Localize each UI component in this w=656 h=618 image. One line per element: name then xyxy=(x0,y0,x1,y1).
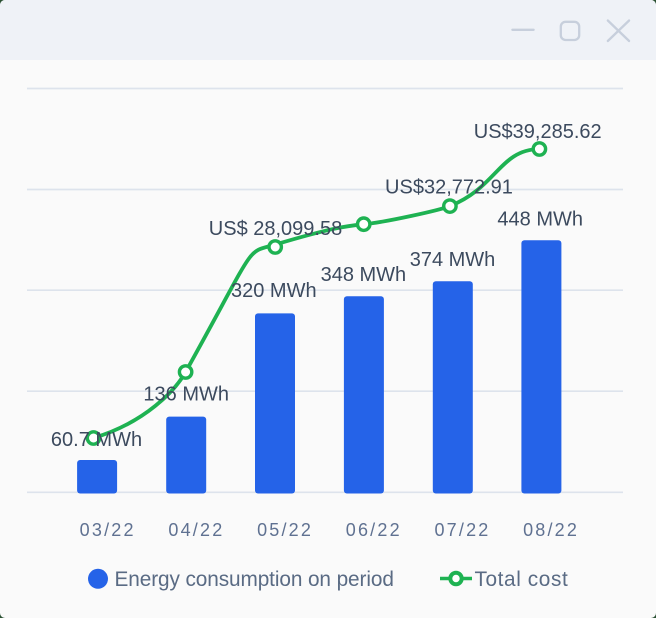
svg-text:US$ 28,099.58: US$ 28,099.58 xyxy=(209,218,342,240)
svg-text:US$32,772.91: US$32,772.91 xyxy=(385,176,513,198)
svg-text:374 MWh: 374 MWh xyxy=(410,249,496,271)
svg-text:04/22: 04/22 xyxy=(168,520,224,540)
svg-text:07/22: 07/22 xyxy=(434,520,490,540)
svg-text:05/22: 05/22 xyxy=(257,520,313,540)
svg-text:Energy consumption on period: Energy consumption on period xyxy=(115,568,394,591)
svg-text:320 MWh: 320 MWh xyxy=(231,280,317,302)
svg-text:136 MWh: 136 MWh xyxy=(143,384,229,406)
svg-text:60.7 MWh: 60.7 MWh xyxy=(51,429,142,451)
svg-text:06/22: 06/22 xyxy=(346,520,402,540)
svg-text:US$39,285.62: US$39,285.62 xyxy=(474,121,602,143)
svg-text:08/22: 08/22 xyxy=(523,520,579,540)
svg-text:Total cost: Total cost xyxy=(475,568,569,591)
svg-text:03/22: 03/22 xyxy=(80,520,136,540)
svg-text:448 MWh: 448 MWh xyxy=(497,208,583,230)
svg-text:348 MWh: 348 MWh xyxy=(321,264,407,286)
